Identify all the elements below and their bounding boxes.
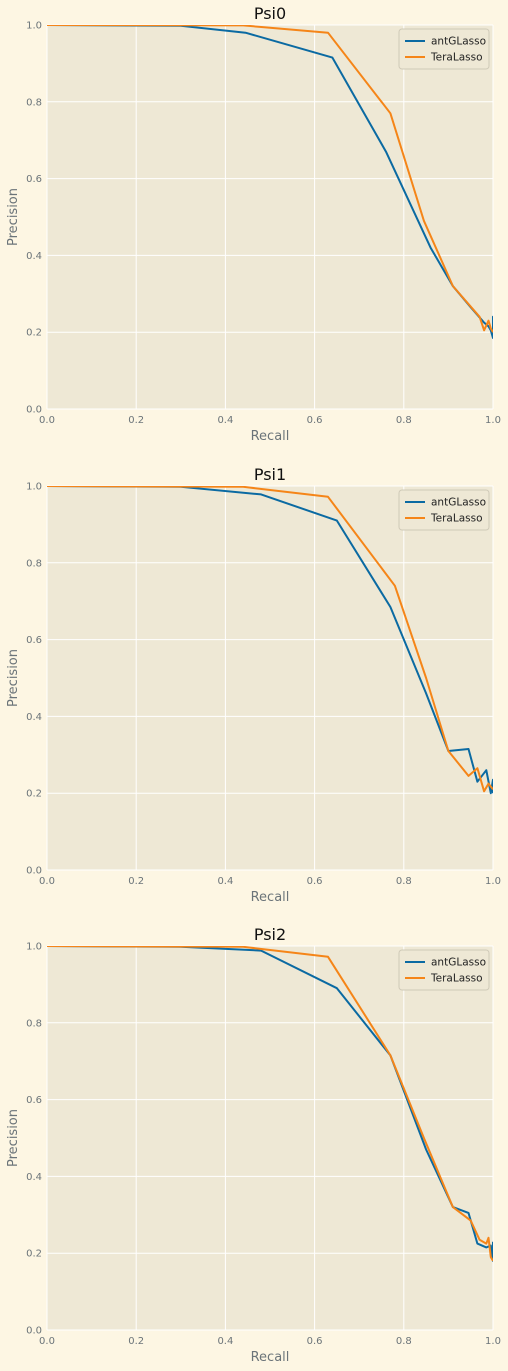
legend-entry: TeraLasso [430, 513, 483, 525]
y-tick-label: 0.6 [26, 1095, 42, 1106]
x-tick-label: 0.6 [307, 1336, 323, 1347]
legend-entry: antGLasso [431, 497, 486, 509]
legend-entry: TeraLasso [430, 973, 483, 985]
x-tick-label: 0.6 [307, 876, 323, 887]
legend: antGLasso TeraLasso [399, 950, 489, 990]
legend-entry: antGLasso [431, 36, 486, 48]
chart-title: Psi2 [254, 925, 286, 944]
y-tick-label: 0.8 [26, 1018, 42, 1029]
y-tick-label: 1.0 [26, 21, 42, 32]
x-tick-label: 0.2 [128, 415, 144, 426]
y-tick-label: 0.4 [26, 251, 42, 262]
x-tick-label: 0.2 [128, 1336, 144, 1347]
legend: antGLasso TeraLasso [399, 490, 489, 530]
y-tick-label: 1.0 [26, 942, 42, 953]
plot-area [47, 946, 493, 1330]
y-tick-label: 0.2 [26, 1249, 42, 1260]
chart-panel-1: 0.00.0 0.2 0.2 0.4 0.4 0.6 0.6 0.8 0.8 1.0 1.0 Psi1… [6, 465, 501, 905]
x-tick-label: 0.4 [217, 415, 233, 426]
legend-entry: TeraLasso [430, 52, 483, 64]
y-tick-label: 0.8 [26, 97, 42, 108]
x-tick-label: 0.2 [128, 876, 144, 887]
x-tick-label: 0.6 [307, 415, 323, 426]
legend: antGLasso TeraLasso [399, 29, 489, 69]
y-tick-label: 0.0 [26, 866, 42, 877]
chart-title: Psi0 [254, 4, 286, 23]
y-tick-label: 0.8 [26, 558, 42, 569]
x-tick-label: 0.8 [396, 1336, 412, 1347]
y-tick-label: 0.0 [26, 1326, 42, 1337]
x-tick-label: 0.0 [39, 1336, 55, 1347]
chart-title: Psi1 [254, 465, 286, 484]
x-tick-label: 0.0 [39, 876, 55, 887]
y-axis-label: Precision [6, 188, 21, 246]
y-tick-label: 0.6 [26, 635, 42, 646]
y-axis-label: Precision [6, 1109, 21, 1167]
y-tick-label: 0.2 [26, 789, 42, 800]
x-tick-label: 0.8 [396, 415, 412, 426]
chart-panel-0: 0.00.0 0.2 0.2 0.4 0.4 0.6 0.6 0.8 0.8 1.0 1.0 Psi0… [6, 4, 501, 444]
x-tick-label: 1.0 [485, 415, 501, 426]
x-tick-label: 1.0 [485, 1336, 501, 1347]
x-tick-label: 0.4 [217, 1336, 233, 1347]
x-axis-label: Recall [251, 1350, 290, 1365]
x-axis-label: Recall [251, 890, 290, 905]
x-tick-label: 0.8 [396, 876, 412, 887]
y-tick-label: 0.6 [26, 174, 42, 185]
y-tick-label: 0.4 [26, 1172, 42, 1183]
y-tick-label: 0.2 [26, 328, 42, 339]
y-tick-label: 0.4 [26, 712, 42, 723]
plot-area [47, 25, 493, 409]
chart-panel-2: 0.00.0 0.2 0.2 0.4 0.4 0.6 0.6 0.8 0.8 1.0 1.0 Psi2… [6, 925, 501, 1365]
x-tick-label: 1.0 [485, 876, 501, 887]
y-tick-label: 1.0 [26, 482, 42, 493]
legend-entry: antGLasso [431, 957, 486, 969]
x-axis-label: Recall [251, 429, 290, 444]
y-axis-label: Precision [6, 649, 21, 707]
x-tick-label: 0.0 [39, 415, 55, 426]
y-tick-label: 0.0 [26, 405, 42, 416]
x-tick-label: 0.4 [217, 876, 233, 887]
